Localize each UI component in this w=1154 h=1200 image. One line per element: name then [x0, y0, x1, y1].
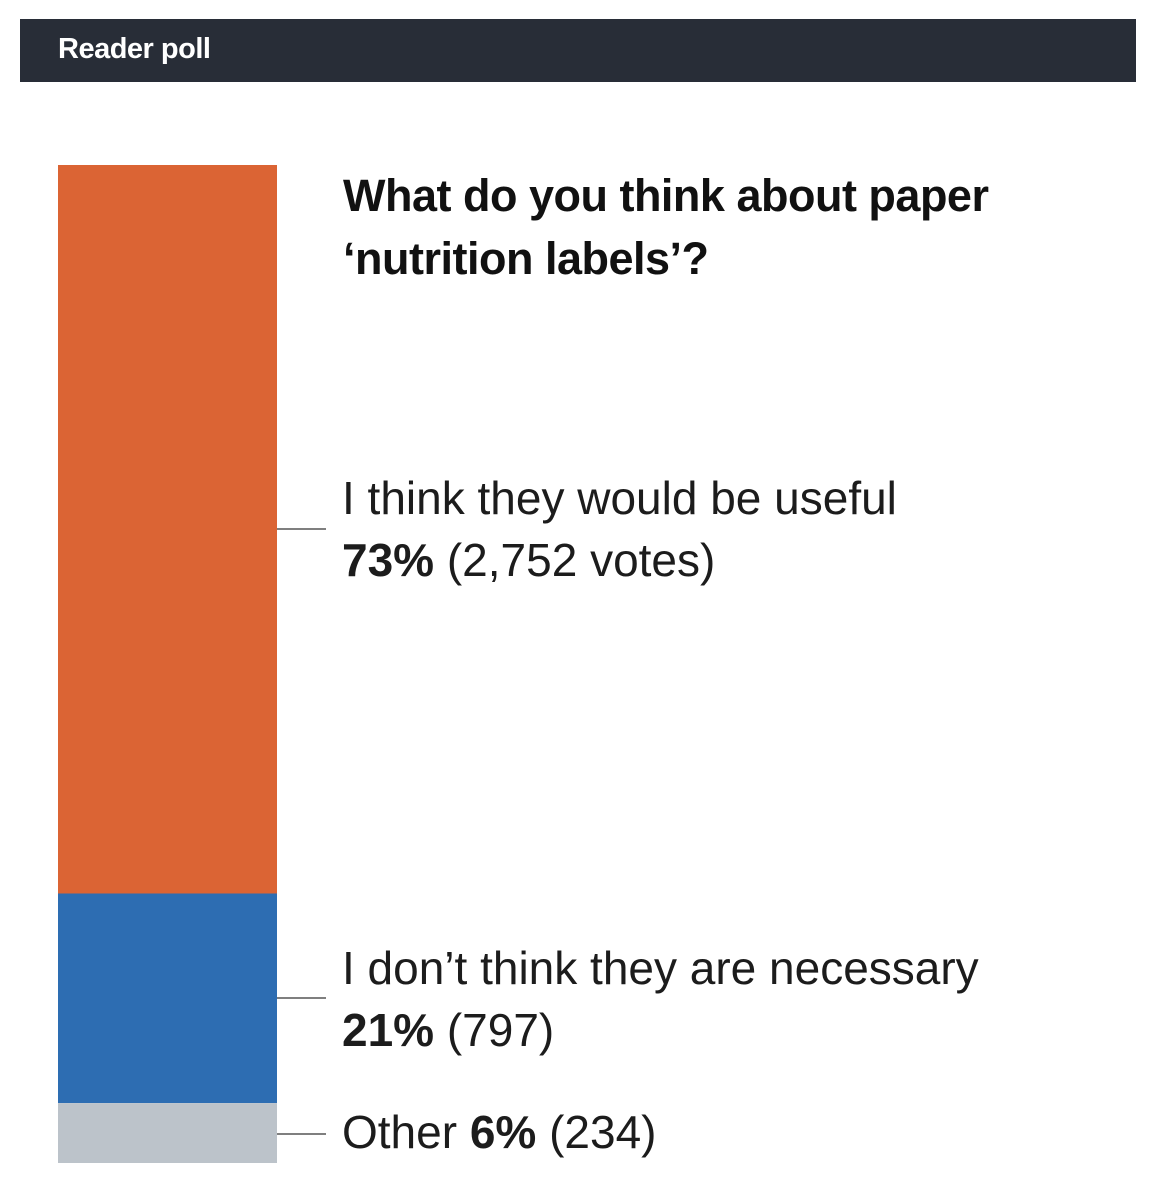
answer-votes: (797)	[446, 1004, 555, 1056]
poll-title: Reader poll	[58, 33, 211, 65]
bar-segment	[58, 165, 277, 894]
answer-not-necessary: I don’t think they are necessary 21% (79…	[342, 937, 979, 1061]
answer-votes: (2,752 votes)	[446, 534, 716, 586]
answer-percent: 73%	[342, 534, 435, 586]
header-bar: Reader poll	[20, 19, 1136, 82]
bar-segment	[58, 1103, 277, 1163]
answer-percent: 6%	[469, 1106, 537, 1158]
answer-label: I don’t think they are necessary	[342, 942, 979, 994]
answer-other: Other 6% (234)	[342, 1101, 656, 1163]
answer-votes: (234)	[549, 1106, 657, 1158]
answer-percent: 21%	[342, 1004, 435, 1056]
poll-question: What do you think about paper ‘nutrition…	[343, 170, 989, 284]
bar-segment	[58, 893, 277, 1104]
answer-label: I think they would be useful	[342, 472, 897, 524]
answer-useful: I think they would be useful 73% (2,752 …	[342, 467, 897, 591]
answer-label: Other	[342, 1106, 458, 1158]
